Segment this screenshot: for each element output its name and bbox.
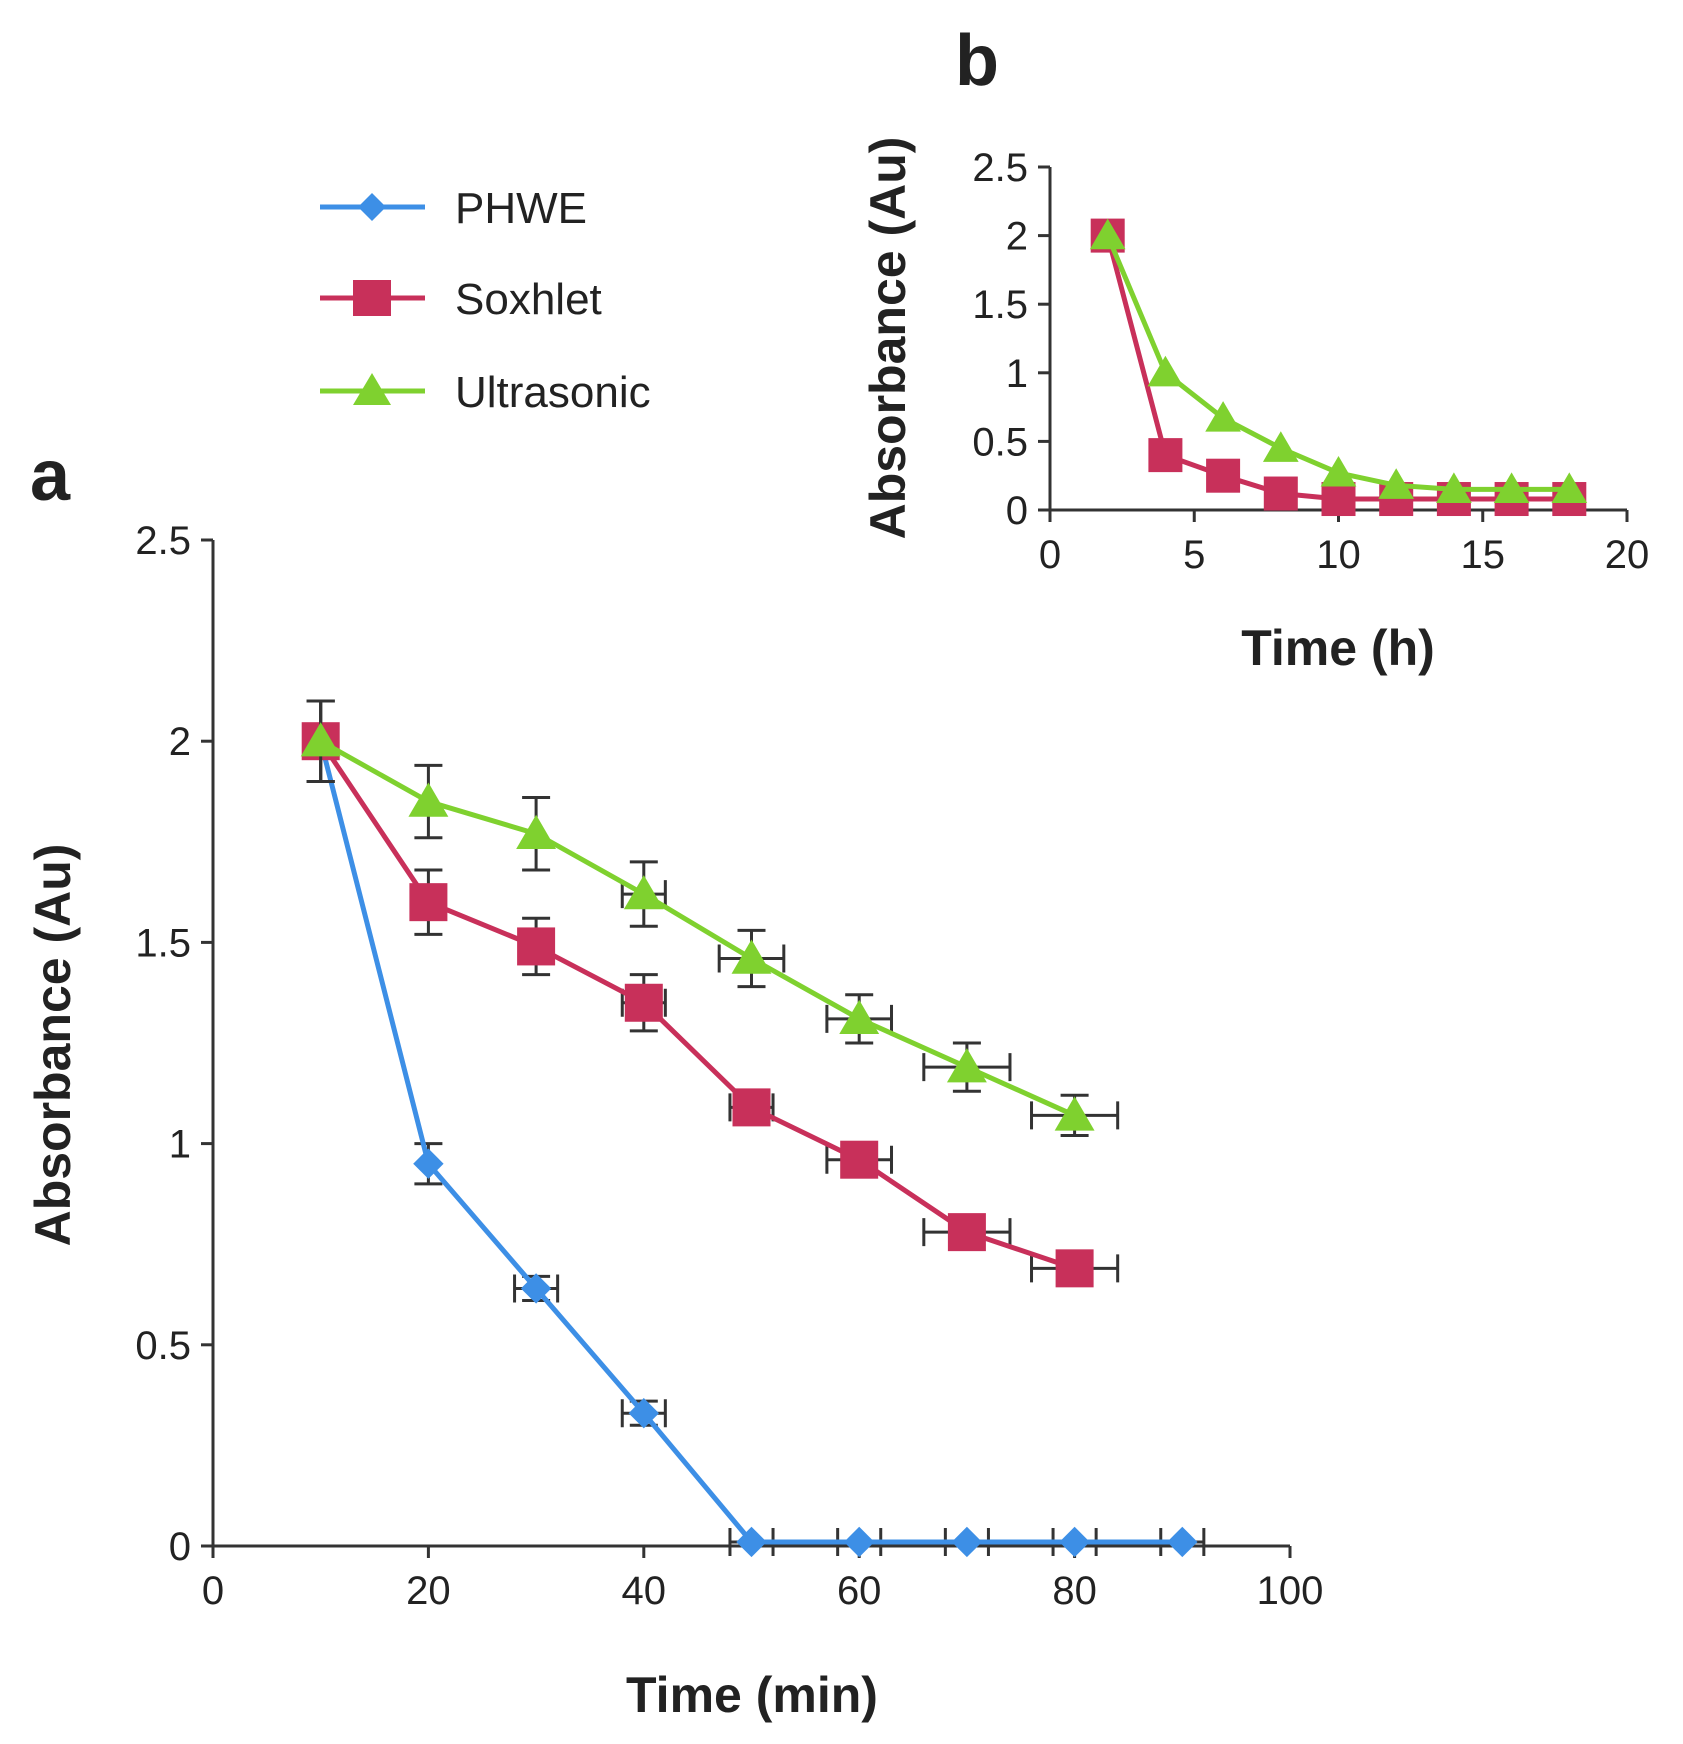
- series-ultrasonic: [300, 699, 1120, 1138]
- y-axis-title: Absorbance (Au): [25, 844, 81, 1247]
- data-point-soxhlet: [624, 983, 663, 1022]
- data-point-ultrasonic: [1262, 431, 1299, 462]
- y-tick-label: 2: [1006, 215, 1028, 259]
- y-tick-label: 2.5: [135, 519, 191, 563]
- x-tick-label: 20: [1605, 533, 1650, 577]
- legend-entry-soxhlet: Soxhlet: [320, 275, 602, 324]
- data-point-soxhlet: [1206, 458, 1241, 493]
- x-tick-label: 60: [837, 1569, 882, 1613]
- legend-entry-ultrasonic: Ultrasonic: [320, 368, 651, 417]
- legend-triangle-icon: [353, 373, 391, 405]
- legend-entry-phwe: PHWE: [320, 184, 587, 233]
- series-line-ultrasonic: [319, 739, 1076, 1118]
- y-tick-label: 2.5: [972, 146, 1028, 190]
- data-point-ultrasonic: [731, 939, 772, 974]
- legend-diamond-icon: [358, 193, 386, 221]
- y-tick-label: 1.5: [135, 921, 191, 965]
- x-tick-label: 0: [202, 1569, 224, 1613]
- chart-panel-b: 0 0.5 1 1.5 2 2.5 0 5 10 15 20 Time (h) Absorbance…: [860, 137, 1649, 676]
- data-point-ultrasonic: [1147, 355, 1184, 387]
- data-point-soxhlet: [840, 1140, 879, 1179]
- y-tick-label: 0.5: [135, 1324, 191, 1368]
- x-axis-title: Time (h): [1241, 620, 1435, 676]
- y-tick-label: 1.5: [972, 283, 1028, 327]
- data-point-phwe: [736, 1526, 767, 1558]
- data-point-soxhlet: [1148, 438, 1183, 473]
- data-point-phwe: [1059, 1526, 1090, 1558]
- data-point-soxhlet: [1263, 476, 1298, 511]
- data-point-ultrasonic: [516, 814, 557, 849]
- panel-label-a: a: [30, 436, 71, 516]
- x-tick-label: 5: [1183, 533, 1205, 577]
- data-point-ultrasonic: [623, 875, 664, 910]
- series-line-phwe: [318, 740, 1183, 1545]
- series-line-soxhlet: [318, 739, 1076, 1271]
- y-tick-label: 0.5: [972, 420, 1028, 464]
- x-tick-label: 20: [406, 1569, 451, 1613]
- data-point-phwe: [628, 1398, 659, 1429]
- x-axis-title: Time (min): [626, 1667, 878, 1723]
- legend-square-icon: [353, 280, 391, 316]
- data-point-ultrasonic: [1436, 472, 1472, 504]
- y-tick-label: 0: [169, 1525, 191, 1569]
- x-tick-label: 10: [1316, 533, 1361, 577]
- data-point-ultrasonic: [300, 722, 341, 757]
- data-point-soxhlet: [732, 1088, 771, 1127]
- legend: PHWE Soxhlet Ultrasonic: [320, 184, 651, 417]
- data-point-soxhlet: [1055, 1249, 1094, 1288]
- series-soxhlet: [301, 699, 1120, 1288]
- legend-label-phwe: PHWE: [455, 184, 587, 233]
- x-tick-label: 0: [1039, 533, 1061, 577]
- data-point-phwe: [520, 1273, 552, 1304]
- data-point-phwe: [951, 1526, 983, 1558]
- data-point-soxhlet: [947, 1213, 986, 1252]
- legend-label-soxhlet: Soxhlet: [455, 275, 602, 324]
- data-point-soxhlet: [409, 883, 448, 922]
- data-point-soxhlet: [517, 927, 556, 966]
- y-axis-title: Absorbance (Au): [860, 137, 916, 540]
- data-point-ultrasonic: [839, 999, 880, 1035]
- data-point-phwe: [413, 1148, 444, 1179]
- x-tick-label: 40: [622, 1569, 667, 1613]
- data-point-ultrasonic: [408, 782, 449, 817]
- data-point-ultrasonic: [1054, 1096, 1095, 1131]
- data-point-phwe: [844, 1526, 875, 1558]
- legend-label-ultrasonic: Ultrasonic: [455, 368, 651, 417]
- data-point-ultrasonic: [1551, 472, 1588, 504]
- chart-panel-a: 0 0.5 1 1.5 2 2.5 0 20 40 60 80 100 Time (min) Abso…: [25, 519, 1323, 1723]
- data-point-ultrasonic: [1378, 468, 1415, 499]
- data-point-soxhlet: [1321, 482, 1356, 517]
- y-tick-label: 0: [1006, 489, 1028, 533]
- data-point-ultrasonic: [1205, 401, 1241, 432]
- y-tick-label: 2: [169, 720, 191, 764]
- data-point-ultrasonic: [946, 1048, 987, 1083]
- y-tick-label: 1: [1006, 352, 1028, 396]
- x-tick-label: 80: [1052, 1569, 1097, 1613]
- series-ultrasonic: [1089, 218, 1588, 504]
- panel-label-b: b: [955, 21, 999, 101]
- data-point-phwe: [1167, 1526, 1198, 1558]
- data-point-ultrasonic: [1089, 218, 1126, 250]
- data-point-ultrasonic: [1320, 455, 1357, 487]
- x-tick-label: 100: [1257, 1569, 1324, 1613]
- y-tick-label: 1: [169, 1123, 191, 1167]
- data-point-ultrasonic: [1493, 472, 1530, 504]
- x-tick-label: 15: [1461, 533, 1506, 577]
